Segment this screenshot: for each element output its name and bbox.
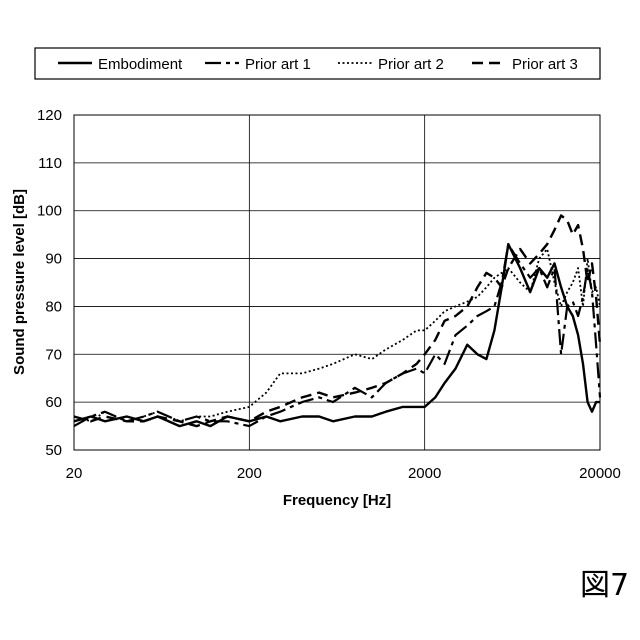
y-tick-label: 60: [45, 394, 62, 411]
y-tick-label: 120: [37, 107, 62, 124]
y-axis-label: Sound pressure level [dB]: [11, 189, 28, 375]
y-tick-label: 100: [37, 203, 62, 220]
y-tick-label: 70: [45, 346, 62, 363]
x-tick-label: 20: [66, 465, 83, 482]
y-tick-label: 90: [45, 251, 62, 268]
y-tick-label: 110: [38, 155, 62, 172]
figure-label: 図7: [580, 560, 629, 604]
series-prior-art-3: [74, 215, 600, 426]
series-layer: [74, 215, 600, 426]
x-axis-label: Frequency [Hz]: [283, 492, 391, 509]
legend-label: Embodiment: [98, 56, 183, 73]
legend-label: Prior art 1: [245, 56, 311, 73]
legend-label: Prior art 2: [378, 56, 444, 73]
legend: Embodiment Prior art 1 Prior art 2 Prior ar…: [35, 48, 600, 79]
x-tick-label: 20000: [579, 465, 621, 482]
y-tick-labels: 50 60 70 80 90 100 110 120: [37, 107, 62, 459]
x-tick-label: 200: [237, 465, 262, 482]
y-tick-label: 80: [45, 298, 62, 315]
x-tick-labels: 20 200 2000 20000: [66, 465, 621, 482]
y-tick-label: 50: [45, 442, 62, 459]
x-tick-label: 2000: [408, 465, 441, 482]
legend-label: Prior art 3: [512, 56, 578, 73]
series-line: [74, 216, 600, 427]
